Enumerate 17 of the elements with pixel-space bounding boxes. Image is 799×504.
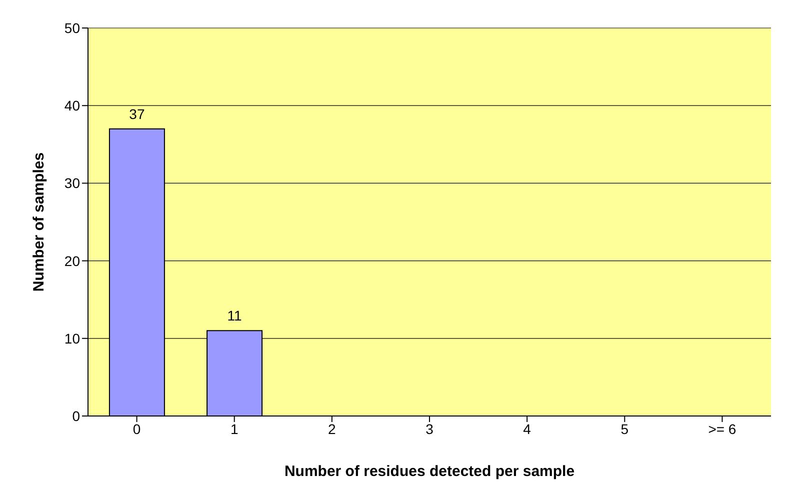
data-label: 37	[129, 106, 145, 122]
y-tick-label: 10	[64, 330, 80, 346]
x-tick-label: 5	[620, 420, 629, 437]
x-tick-label: 3	[426, 420, 434, 437]
y-axis-title: Number of samples	[30, 152, 48, 292]
y-tick-label: 50	[64, 20, 80, 36]
x-tick-label: 2	[328, 420, 336, 437]
x-tick-label: 0	[132, 420, 141, 437]
y-tick-label: 30	[64, 175, 80, 192]
x-tick-label: 1	[230, 420, 238, 437]
x-tick-label: >= 6	[708, 420, 736, 437]
y-tick-label: 40	[64, 98, 80, 114]
y-tick-label: 20	[64, 252, 80, 269]
x-axis-title: Number of residues detected per sample	[284, 463, 575, 480]
x-tick-label: 4	[523, 420, 532, 437]
data-label: 11	[227, 308, 242, 324]
y-tick-label: 0	[72, 408, 80, 424]
